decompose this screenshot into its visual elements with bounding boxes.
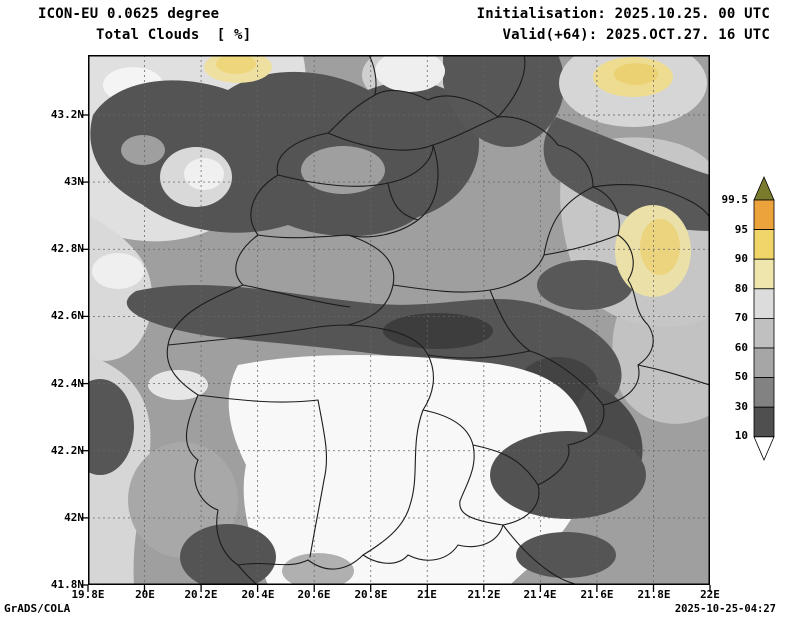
- colorbar-label-0: 99.5: [721, 193, 749, 206]
- colorbar-segment: [753, 317, 775, 349]
- lat-tick-0: 43.2N: [50, 108, 84, 121]
- generation-timestamp: 2025-10-25-04:27: [674, 603, 776, 615]
- lat-tick-5: 42.2N: [50, 444, 84, 457]
- lon-tick-10: 21.8E: [637, 588, 671, 601]
- lat-tick-6: 42N: [64, 511, 84, 524]
- lat-tick-7: 41.8N: [50, 578, 84, 591]
- map-plot: [81, 55, 711, 592]
- colorbar-label-7: 30: [734, 400, 748, 413]
- lon-tick-11: 22E: [700, 588, 720, 601]
- model-title: ICON-EU 0.0625 degree: [38, 6, 220, 22]
- colorbar-label-8: 10: [734, 429, 748, 442]
- colorbar-segment: [753, 288, 775, 319]
- graticule-grid: [88, 55, 710, 585]
- colorbar-arrow-top: [753, 175, 775, 201]
- cloud-fill-layer: [88, 55, 710, 585]
- colorbar-segment: [753, 377, 775, 408]
- valid-time-label: Valid(+64): 2025.OCT.27. 16 UTC: [502, 27, 770, 43]
- colorbar-label-4: 70: [734, 311, 748, 324]
- lat-tick-4: 42.4N: [50, 377, 84, 390]
- lat-tick-3: 42.6N: [50, 309, 84, 322]
- lon-tick-3: 20.4E: [241, 588, 275, 601]
- colorbar-label-3: 80: [734, 282, 748, 295]
- colorbar-label-6: 50: [734, 370, 748, 383]
- colorbar-label-2: 90: [734, 252, 748, 265]
- init-time-label: Initialisation: 2025.10.25. 00 UTC: [476, 6, 770, 22]
- colorbar-segment: [753, 347, 775, 379]
- field-title: Total Clouds [ %]: [96, 27, 252, 43]
- colorbar-label-5: 60: [734, 341, 748, 354]
- map-frame: [88, 55, 710, 585]
- colorbar-segment: [753, 199, 775, 231]
- admin-boundaries: [166, 55, 710, 585]
- grads-credit: GrADS/COLA: [4, 602, 71, 615]
- colorbar: [753, 175, 775, 462]
- lon-tick-8: 21.4E: [523, 588, 557, 601]
- lat-tick-1: 43N: [64, 175, 84, 188]
- lon-tick-5: 20.8E: [354, 588, 388, 601]
- lon-tick-6: 21E: [417, 588, 437, 601]
- colorbar-arrow-bottom: [753, 436, 775, 462]
- lon-tick-1: 20E: [135, 588, 155, 601]
- axis-ticks: [81, 114, 711, 592]
- inner-borders: [167, 55, 710, 585]
- lon-tick-0: 19.8E: [71, 588, 105, 601]
- colorbar-segment: [753, 406, 775, 438]
- lon-tick-9: 21.6E: [580, 588, 614, 601]
- colorbar-segment: [753, 258, 775, 290]
- colorbar-segment: [753, 229, 775, 260]
- lon-tick-4: 20.6E: [297, 588, 331, 601]
- lat-tick-2: 42.8N: [50, 242, 84, 255]
- lon-tick-2: 20.2E: [184, 588, 218, 601]
- outer-border: [166, 89, 654, 570]
- colorbar-label-1: 95: [734, 223, 748, 236]
- lon-tick-7: 21.2E: [467, 588, 501, 601]
